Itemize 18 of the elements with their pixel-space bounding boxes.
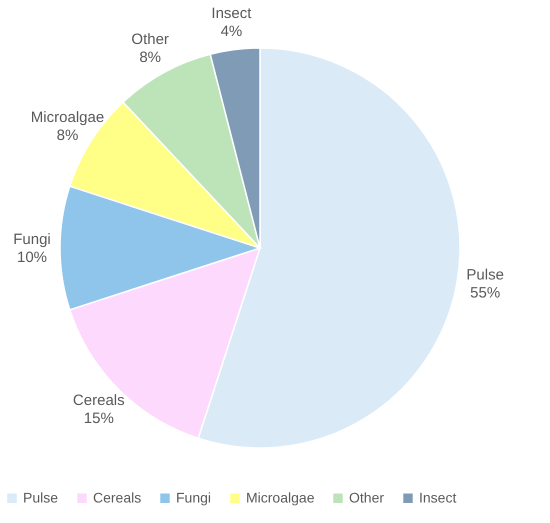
data-label: 8% xyxy=(56,126,78,144)
legend-label: Cereals xyxy=(93,489,142,506)
data-label: 15% xyxy=(84,410,114,428)
slice-label: Insect xyxy=(211,4,252,22)
slice-label: Fungi xyxy=(13,231,51,248)
slice-label: Other xyxy=(131,31,169,48)
legend-label: Insect xyxy=(419,489,456,506)
data-label: 10% xyxy=(16,249,48,266)
slice-label: Pulse xyxy=(466,266,504,284)
legend-label: Fungi xyxy=(176,489,212,506)
slice-label: Microalgae xyxy=(30,108,104,126)
legend-label: Other xyxy=(349,489,384,506)
data-label: 55% xyxy=(470,284,500,302)
legend-label: Pulse xyxy=(23,489,58,506)
slice-label: Cereals xyxy=(72,392,125,410)
data-label: 4% xyxy=(220,22,242,40)
legend-label: Microalgae xyxy=(246,489,315,506)
data-label: 8% xyxy=(139,49,162,66)
